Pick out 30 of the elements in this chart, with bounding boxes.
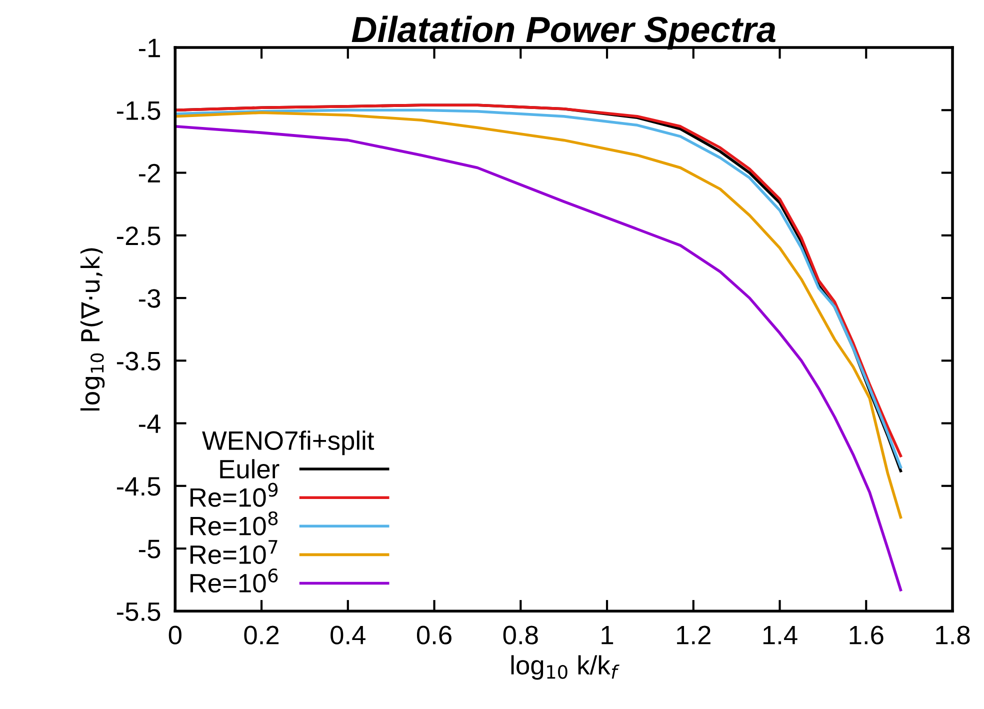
- y-tick-label: -2.5: [116, 226, 160, 246]
- legend-label: Re=10$^{8}$: [190, 511, 278, 536]
- line-series: [175, 125, 902, 592]
- x-tick-label: 0.2: [244, 626, 279, 644]
- y-tick-label: -3: [138, 289, 160, 308]
- y-tick-label: -1.5: [116, 102, 160, 120]
- x-tick-label: 1: [602, 626, 614, 644]
- legend-label: Re=10$^{6}$: [190, 568, 278, 593]
- y-tick-label: -5: [138, 540, 160, 558]
- y-tick-label: -2: [138, 164, 160, 182]
- legend-label: Re=10$^{7}$: [190, 540, 278, 564]
- y-tick-label: -5.5: [116, 602, 160, 621]
- x-tick-label: 1.6: [850, 626, 884, 644]
- x-tick-label: 0.8: [503, 626, 538, 644]
- legend-title: WENO7fi+split: [202, 430, 374, 456]
- y-tick-label: -4: [138, 414, 160, 433]
- y-tick-label: -4.5: [116, 477, 160, 496]
- x-tick-label: 0.4: [330, 626, 366, 644]
- y-axis-title: log$_{10}$ P(∇·u,k): [80, 248, 105, 410]
- y-tick-label: -1: [138, 38, 160, 58]
- x-tick-label: 1.2: [677, 626, 710, 644]
- x-tick-label: 0: [168, 626, 182, 644]
- x-tick-label: 0.6: [416, 626, 452, 644]
- legend-label: Euler: [220, 459, 280, 479]
- chart-title: Dilatation Power Spectra: [352, 16, 776, 50]
- x-tick-label: 1.8: [936, 626, 970, 644]
- legend-label: Re=10$^{9}$: [190, 482, 278, 507]
- x-tick-label: 1.4: [763, 626, 798, 644]
- x-axis-title: log$_{10}$ k/k$_{f}$: [511, 655, 620, 680]
- y-tick-label: -3.5: [116, 352, 160, 370]
